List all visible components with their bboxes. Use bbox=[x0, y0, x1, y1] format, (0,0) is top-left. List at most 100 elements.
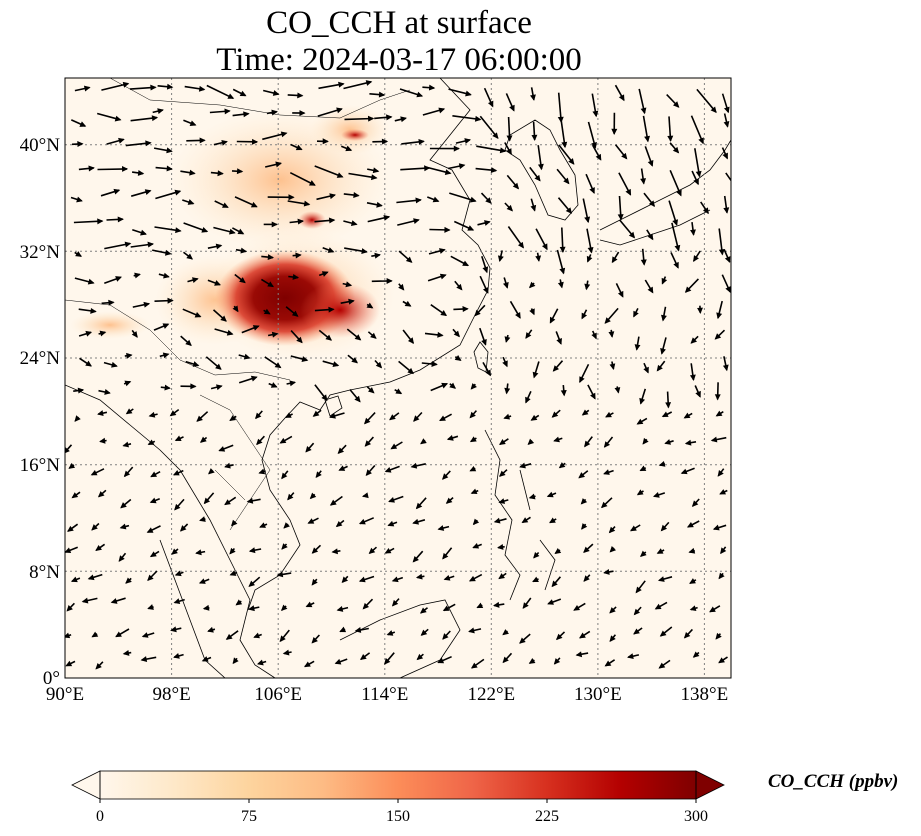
wind-arrow-head bbox=[222, 202, 229, 208]
wind-arrow-head bbox=[469, 436, 477, 443]
wind-arrow-head bbox=[474, 115, 482, 122]
wind-arrow-head bbox=[469, 465, 477, 472]
wind-arrow-head bbox=[589, 187, 595, 194]
wind-arrow-head bbox=[253, 632, 260, 639]
wind-arrow-head bbox=[258, 468, 266, 475]
wind-arrow-head bbox=[305, 445, 312, 453]
wind-arrow-head bbox=[229, 228, 236, 235]
wind-arrow-head bbox=[482, 266, 489, 274]
wind-arrow-head bbox=[553, 658, 561, 665]
wind-arrow-head bbox=[192, 277, 199, 284]
wind-arrow-head bbox=[672, 219, 679, 226]
wind-arrow-head bbox=[88, 165, 95, 172]
wind-arrow-head bbox=[305, 601, 313, 608]
wind-arrow-head bbox=[531, 134, 538, 142]
wind-arrow-head bbox=[91, 631, 99, 638]
wind-arrow-head bbox=[83, 85, 91, 92]
wind-arrow-head bbox=[364, 440, 372, 447]
wind-arrow-head bbox=[384, 658, 391, 665]
wind-arrow-head bbox=[559, 267, 566, 275]
wind-arrow-head bbox=[325, 334, 332, 341]
wind-arrow-head bbox=[175, 227, 182, 234]
wind-arrow-head bbox=[532, 576, 539, 582]
wind-arrow-head bbox=[167, 297, 174, 304]
wind-arrow-head bbox=[185, 339, 192, 347]
wind-arrow-head bbox=[416, 653, 424, 661]
wind-arrow-head bbox=[725, 286, 731, 293]
wind-arrow-head bbox=[442, 473, 449, 480]
wind-arrow-head bbox=[568, 158, 575, 165]
wind-arrow-head bbox=[280, 131, 288, 138]
colorbar-tick-label: 0 bbox=[96, 808, 104, 825]
wind-arrow-head bbox=[229, 415, 237, 422]
wind-arrow-head bbox=[252, 325, 260, 331]
wind-arrow-head bbox=[444, 169, 452, 175]
wind-arrow-head bbox=[437, 525, 445, 531]
wind-arrow-head bbox=[437, 657, 445, 664]
wind-arrow-head bbox=[456, 283, 463, 291]
wind-arrow-head bbox=[672, 146, 680, 154]
wind-arrow-head bbox=[443, 574, 451, 581]
wind-arrow-head bbox=[420, 438, 427, 445]
wind-arrow-head bbox=[76, 196, 83, 203]
wind-arrow-head bbox=[723, 121, 730, 128]
wind-arrow-head bbox=[693, 178, 699, 186]
wind-arrow-head bbox=[504, 336, 511, 343]
wind-arrow-head bbox=[95, 662, 102, 670]
wind-arrow-head bbox=[303, 200, 311, 207]
wind-arrow-head bbox=[291, 310, 299, 317]
wind-arrow-head bbox=[625, 188, 632, 196]
wind-arrow-head bbox=[723, 106, 730, 114]
wind-arrow-head bbox=[198, 85, 206, 92]
wind-arrow-head bbox=[714, 333, 722, 340]
wind-arrow-head bbox=[633, 310, 639, 318]
wind-arrow-head bbox=[279, 635, 286, 643]
wind-arrow-head bbox=[493, 601, 500, 608]
wind-arrow-head bbox=[122, 81, 130, 88]
wind-arrow-head bbox=[692, 651, 700, 658]
wind-arrow-head bbox=[541, 243, 548, 251]
wind-arrow-head bbox=[227, 93, 235, 99]
wind-arrow-head bbox=[431, 360, 438, 367]
wind-arrow-head bbox=[149, 497, 157, 504]
wind-arrow-head bbox=[691, 500, 699, 507]
wind-arrow-head bbox=[547, 599, 554, 605]
wind-arrow-head bbox=[528, 657, 536, 664]
wind-arrow-head bbox=[647, 286, 654, 294]
wind-arrow-head bbox=[517, 241, 524, 249]
wind-arrow-head bbox=[660, 348, 666, 355]
wind-arrow-head bbox=[621, 152, 628, 160]
wind-arrow-head bbox=[370, 332, 377, 339]
wind-arrow-head bbox=[194, 311, 202, 318]
wind-arrow-head bbox=[354, 334, 362, 341]
lat-tick-label: 40°N bbox=[20, 135, 61, 156]
wind-arrow-head bbox=[351, 357, 359, 364]
wind-arrow-head bbox=[633, 628, 640, 635]
wind-arrow-head bbox=[251, 138, 259, 145]
wind-arrow-head bbox=[640, 550, 647, 557]
wind-arrow-head bbox=[424, 165, 431, 172]
wind-arrow-head bbox=[398, 283, 405, 291]
wind-arrow-head bbox=[546, 491, 554, 498]
wind-arrow-head bbox=[410, 462, 418, 469]
wind-arrow-head bbox=[224, 499, 231, 506]
wind-arrow-head bbox=[77, 141, 84, 148]
wind-arrow-head bbox=[718, 572, 725, 580]
wind-arrow-head bbox=[299, 110, 306, 116]
wind-arrow-head bbox=[87, 574, 95, 581]
wind-arrow-head bbox=[549, 517, 556, 524]
wind-arrow-head bbox=[358, 576, 366, 583]
lat-axis: 40°N 32°N 24°N 16°N 8°N 0° bbox=[20, 135, 61, 689]
wind-arrow-head bbox=[659, 630, 667, 637]
wind-arrow-head bbox=[557, 281, 564, 289]
wind-arrow-head bbox=[413, 218, 420, 224]
wind-arrow-head bbox=[590, 392, 596, 400]
wind-arrow-head bbox=[522, 602, 529, 609]
wind-arrow-head bbox=[503, 413, 511, 420]
wind-arrow-head bbox=[604, 317, 611, 324]
wind-arrow-head bbox=[276, 571, 284, 578]
wind-arrow-head bbox=[656, 548, 664, 554]
wind-arrow-head bbox=[281, 543, 288, 550]
wind-arrow-head bbox=[559, 246, 566, 254]
wind-arrow-head bbox=[368, 547, 376, 555]
